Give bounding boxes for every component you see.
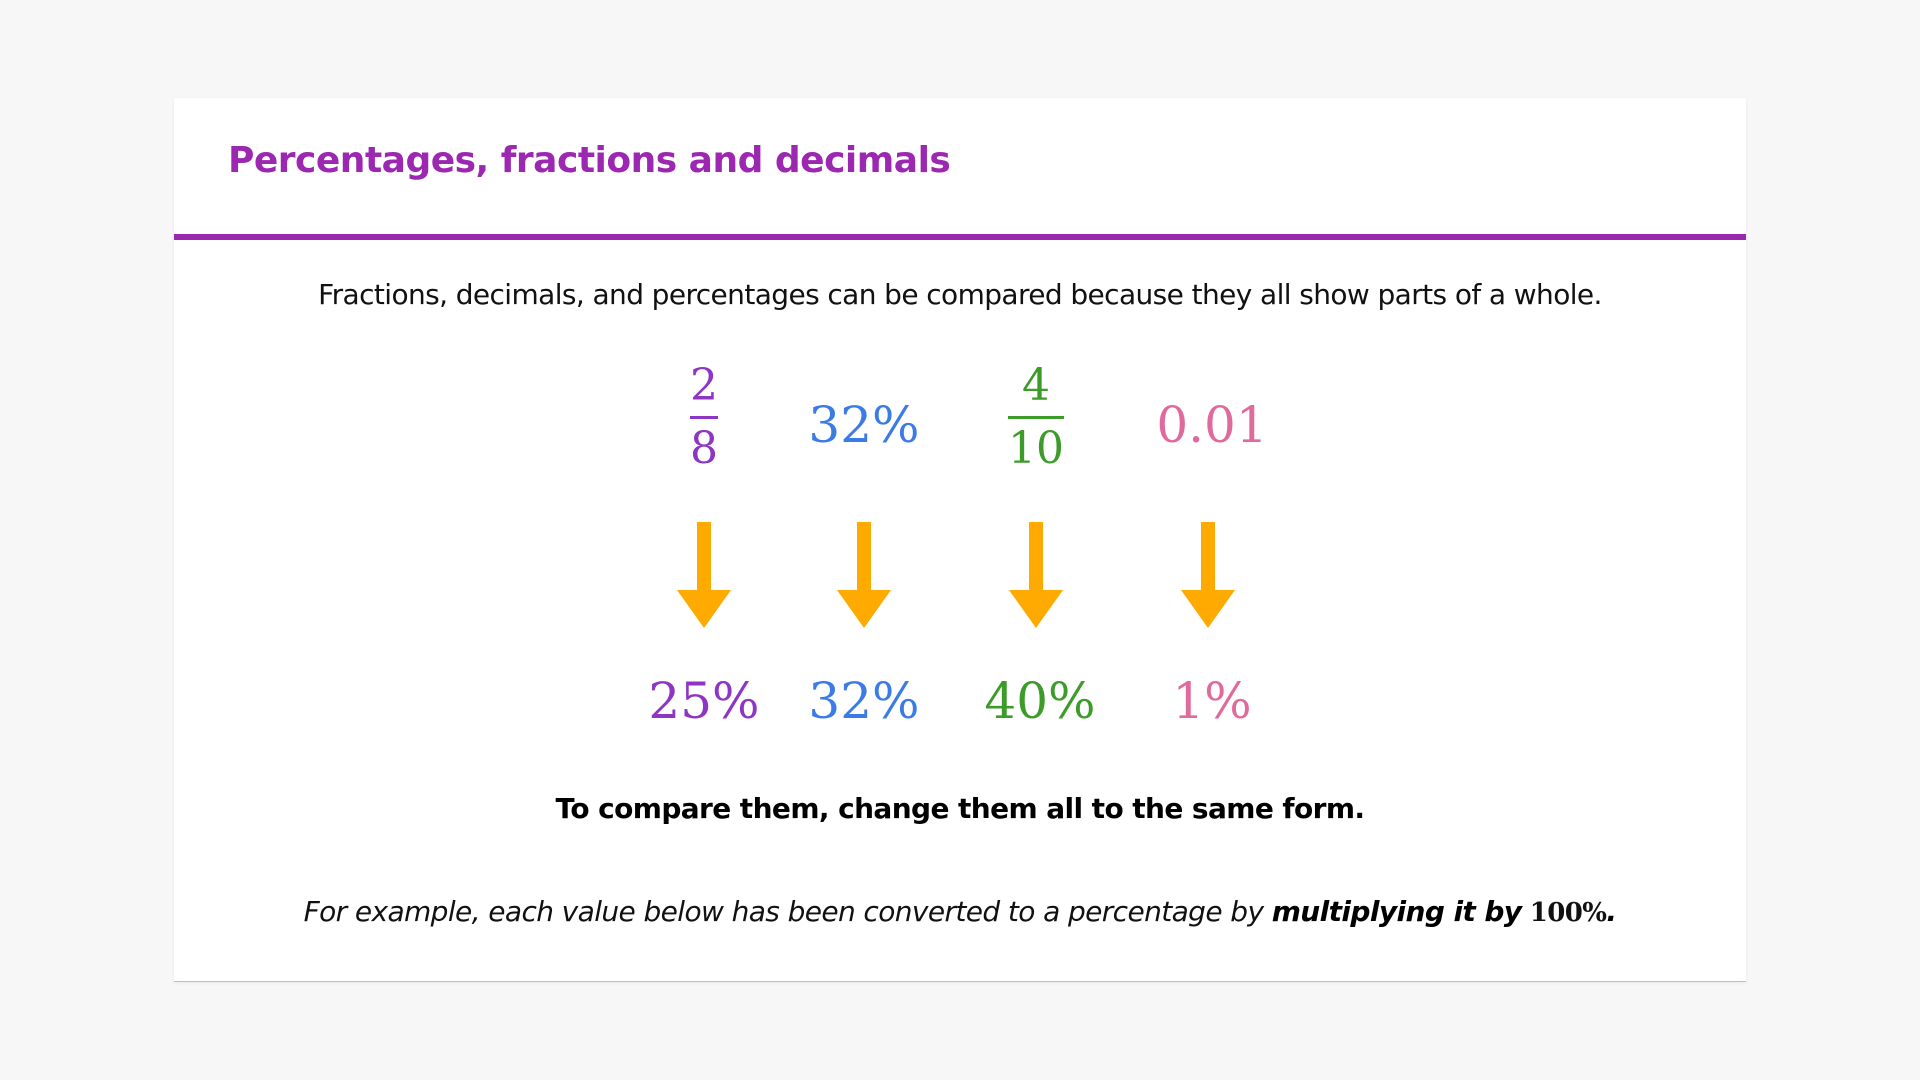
down-arrow-icon	[1009, 522, 1063, 628]
emphasis-text: To compare them, change them all to the …	[555, 792, 1365, 825]
intro-text: Fractions, decimals, and percentages can…	[318, 278, 1602, 311]
decimal-value: 0.01	[1156, 396, 1268, 454]
result-value: 32%	[808, 672, 920, 730]
fraction-denominator: 8	[690, 423, 718, 474]
percent-value: 32%	[808, 396, 920, 454]
fraction-bar	[690, 416, 718, 419]
fraction-4-10: 4 10	[1008, 364, 1064, 471]
example-end: .	[1606, 895, 1617, 928]
fraction-numerator: 4	[1022, 360, 1050, 411]
example-math: 100%	[1529, 898, 1607, 928]
fraction-denominator: 10	[1008, 423, 1064, 474]
result-value: 25%	[648, 672, 760, 730]
fraction-numerator: 2	[690, 360, 718, 411]
example-text: For example, each value below has been c…	[174, 895, 1746, 928]
card-header: Percentages, fractions and decimals	[174, 98, 1746, 240]
down-arrow-icon	[1181, 522, 1235, 628]
content-card: Percentages, fractions and decimals Frac…	[174, 98, 1746, 982]
down-arrow-icon	[837, 522, 891, 628]
page-title: Percentages, fractions and decimals	[228, 140, 951, 181]
example-sentence: For example, each value below has been c…	[303, 895, 1272, 928]
example-bold: multiplying it by	[1271, 895, 1522, 928]
result-value: 1%	[1172, 672, 1252, 730]
result-value: 40%	[984, 672, 1096, 730]
fraction-2-8: 2 8	[690, 364, 718, 471]
fraction-bar	[1008, 416, 1064, 419]
down-arrow-icon	[677, 522, 731, 628]
